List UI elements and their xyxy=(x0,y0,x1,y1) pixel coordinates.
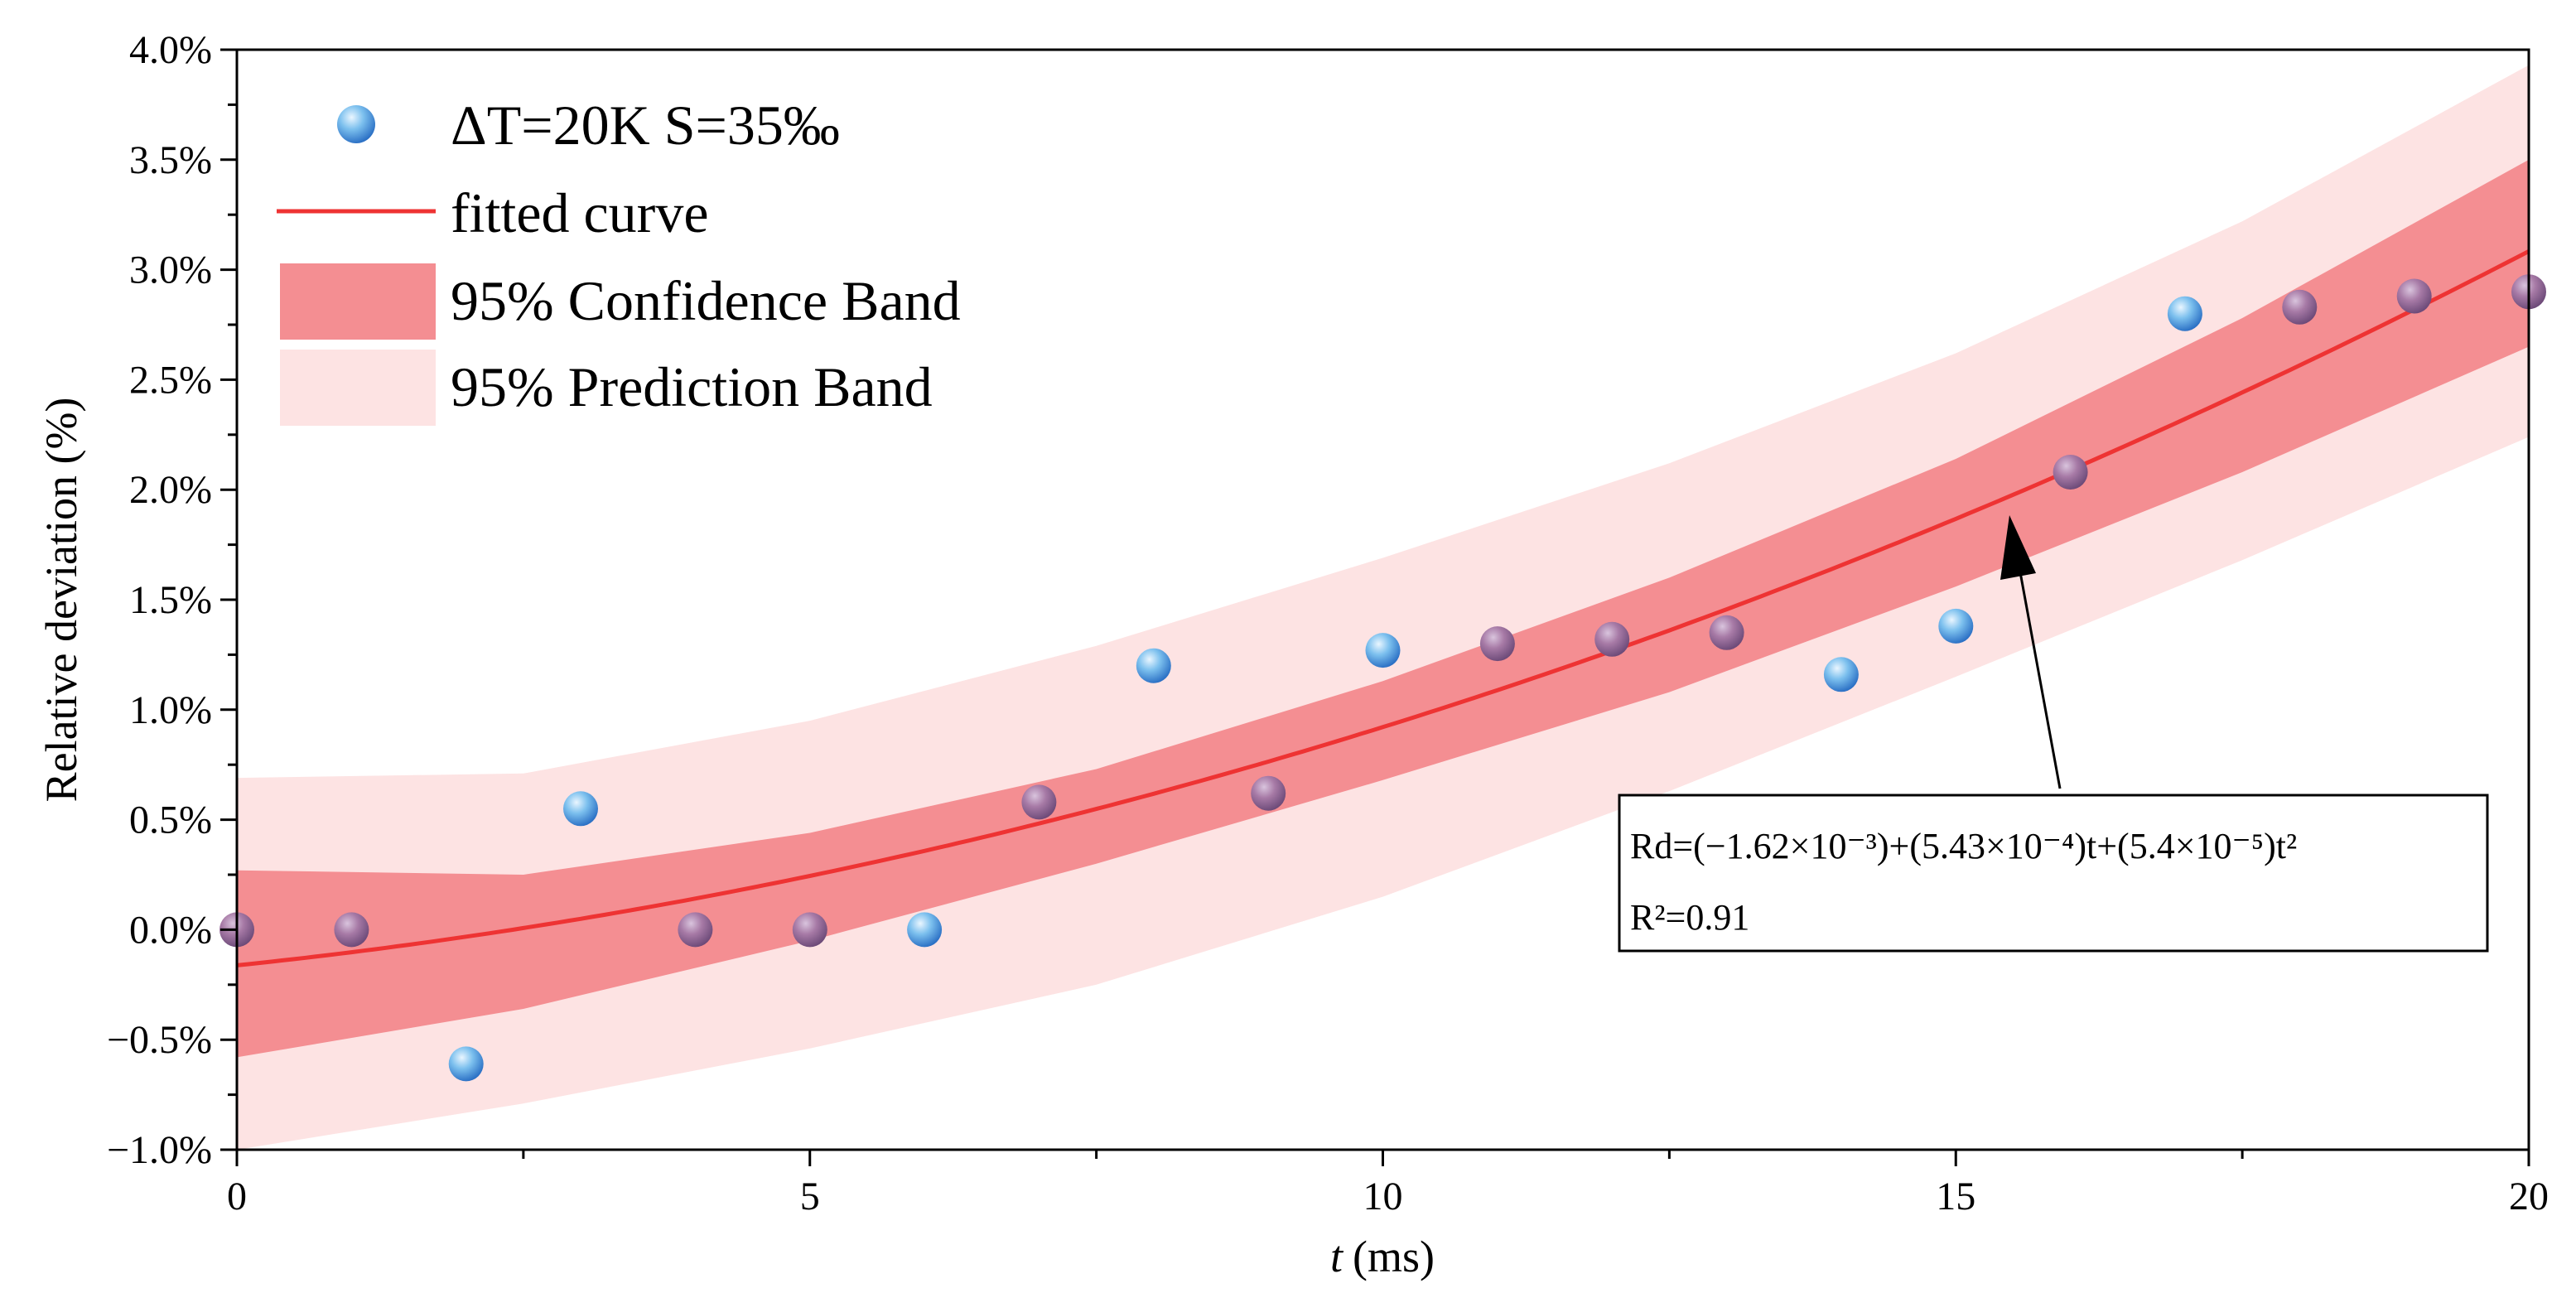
y-tick-label: 3.0% xyxy=(129,248,212,292)
legend-label-prediction: 95% Prediction Band xyxy=(451,355,933,418)
equation-text: Rd=(−1.62×10⁻³)+(5.43×10⁻⁴)t+(5.4×10⁻⁵)t… xyxy=(1630,826,2297,866)
data-point xyxy=(792,912,827,948)
y-tick-label: 1.5% xyxy=(129,578,212,622)
data-point xyxy=(334,912,369,948)
arrow-head-icon xyxy=(2000,515,2036,580)
y-axis-ticks: −1.0% −0.5% 0.0% 0.5% 1.0% 1.5% 2.0% 2.5% 3.0% 3.… xyxy=(107,28,237,1172)
data-point xyxy=(1136,648,1171,683)
fitted-curve-line xyxy=(237,249,2529,967)
data-point xyxy=(2282,289,2318,325)
x-axis-title-unit: (ms) xyxy=(1353,1232,1435,1281)
data-point xyxy=(1709,615,1744,650)
data-point xyxy=(1594,621,1630,657)
y-tick-label: 0.5% xyxy=(129,798,212,842)
data-point xyxy=(678,912,713,948)
data-point xyxy=(448,1046,484,1082)
data-point xyxy=(2053,455,2088,490)
x-tick-label: 5 xyxy=(800,1175,820,1218)
data-point xyxy=(563,791,598,827)
y-tick-label: 0.0% xyxy=(129,908,212,952)
data-point xyxy=(1823,657,1859,692)
x-axis-ticks: 0 5 10 15 20 xyxy=(227,1150,2549,1218)
x-axis-title-italic: t xyxy=(1330,1232,1344,1281)
data-points xyxy=(219,274,2546,1082)
x-axis-title: t (ms) xyxy=(1330,1232,1435,1281)
legend-label-fit: fitted curve xyxy=(451,181,709,244)
data-point xyxy=(1479,626,1515,662)
y-tick-label: −1.0% xyxy=(107,1128,212,1172)
legend-prediction-swatch xyxy=(280,350,436,426)
legend: ΔT=20K S=35‰ fitted curve 95% Confidence… xyxy=(277,94,961,426)
x-tick-label: 10 xyxy=(1363,1175,1403,1218)
arrow-shaft xyxy=(2017,562,2062,789)
y-tick-label: 4.0% xyxy=(129,28,212,72)
r-squared-text: R²=0.91 xyxy=(1630,897,1749,938)
y-tick-label: 2.0% xyxy=(129,468,212,512)
confidence-band-area xyxy=(237,159,2529,1058)
data-point xyxy=(1938,608,1974,644)
legend-sphere-icon xyxy=(337,105,375,143)
y-tick-label: 2.5% xyxy=(129,358,212,402)
legend-confidence-swatch xyxy=(280,263,436,340)
legend-label-confidence: 95% Confidence Band xyxy=(451,269,961,332)
x-tick-label: 20 xyxy=(2509,1175,2549,1218)
data-point xyxy=(2167,296,2202,331)
y-tick-label: 3.5% xyxy=(129,138,212,182)
fitted-curve xyxy=(237,249,2529,967)
y-tick-label: −0.5% xyxy=(107,1018,212,1062)
equation-annotation: Rd=(−1.62×10⁻³)+(5.43×10⁻⁴)t+(5.4×10⁻⁵)t… xyxy=(1618,515,2489,953)
data-point xyxy=(1251,775,1286,811)
data-point xyxy=(2396,278,2432,314)
data-point xyxy=(907,912,943,948)
x-tick-label: 15 xyxy=(1936,1175,1975,1218)
data-point xyxy=(1365,633,1401,668)
data-point xyxy=(1021,784,1057,820)
y-tick-label: 1.0% xyxy=(129,688,212,732)
y-axis-title: Relative deviation (%) xyxy=(36,398,86,803)
x-tick-label: 0 xyxy=(227,1175,247,1218)
legend-label-points: ΔT=20K S=35‰ xyxy=(451,94,840,157)
confidence-band xyxy=(237,159,2529,1058)
equation-box xyxy=(1618,794,2489,953)
